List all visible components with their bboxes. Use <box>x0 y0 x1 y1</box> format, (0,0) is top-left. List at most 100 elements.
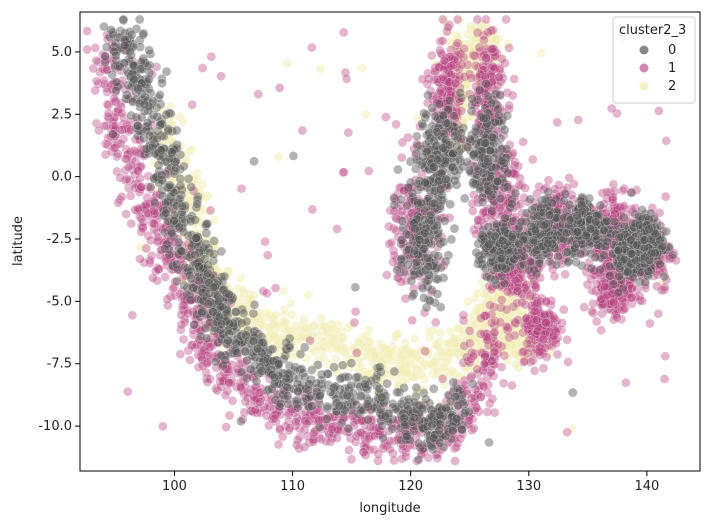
data-point-cluster-1 <box>524 335 535 345</box>
data-point-cluster-1 <box>450 456 460 466</box>
data-point-cluster-1 <box>472 14 483 25</box>
data-point-cluster-2 <box>178 221 189 231</box>
data-point-cluster-0 <box>145 182 156 192</box>
data-point-cluster-1 <box>467 198 478 209</box>
data-point-cluster-0 <box>241 316 252 327</box>
data-point-cluster-0 <box>153 126 163 136</box>
data-point-cluster-1 <box>88 63 98 74</box>
data-point-cluster-1 <box>488 62 499 72</box>
data-point-cluster-1 <box>455 433 466 444</box>
data-point-cluster-1 <box>224 410 235 421</box>
data-point-cluster-1 <box>653 308 664 319</box>
data-point-cluster-0 <box>135 64 146 74</box>
data-point-cluster-2 <box>265 344 275 355</box>
data-point-cluster-1 <box>389 455 399 466</box>
data-point-cluster-2 <box>385 348 395 358</box>
data-point-cluster-1 <box>420 346 430 357</box>
data-point-cluster-0 <box>108 129 118 140</box>
data-point-cluster-1 <box>102 87 112 97</box>
data-point-cluster-1 <box>487 44 497 55</box>
data-point-cluster-1 <box>582 279 593 290</box>
data-point-cluster-0 <box>219 271 230 282</box>
data-point-cluster-0 <box>161 208 171 218</box>
data-point-cluster-1 <box>501 14 511 25</box>
data-point-cluster-0 <box>121 90 132 100</box>
data-point-cluster-0 <box>179 161 189 172</box>
data-point-cluster-1 <box>346 454 357 465</box>
data-point-cluster-2 <box>223 266 233 276</box>
data-point-cluster-2 <box>187 144 197 155</box>
data-point-cluster-1 <box>123 162 134 172</box>
data-point-cluster-1 <box>269 413 280 424</box>
data-point-cluster-2 <box>151 145 161 156</box>
data-point-cluster-1 <box>307 204 318 215</box>
data-point-cluster-1 <box>563 357 573 367</box>
data-point-cluster-1 <box>308 436 319 447</box>
data-point-cluster-1 <box>364 166 374 176</box>
data-point-cluster-1 <box>660 351 671 362</box>
data-point-cluster-1 <box>116 191 127 202</box>
data-point-cluster-2 <box>169 172 180 182</box>
data-point-cluster-0 <box>201 333 212 344</box>
data-point-cluster-2 <box>170 148 181 159</box>
data-point-cluster-1 <box>602 187 612 197</box>
data-point-cluster-1 <box>541 296 552 307</box>
data-point-cluster-0 <box>164 249 175 260</box>
data-point-cluster-1 <box>254 388 265 398</box>
data-point-cluster-1 <box>459 43 469 54</box>
data-point-cluster-2 <box>309 347 320 357</box>
data-point-cluster-1 <box>350 306 361 317</box>
data-point-cluster-2 <box>206 274 217 284</box>
data-point-cluster-1 <box>507 90 518 101</box>
data-point-cluster-0 <box>201 228 212 238</box>
data-point-cluster-1 <box>126 218 136 229</box>
data-point-cluster-2 <box>183 238 194 249</box>
data-point-cluster-0 <box>169 216 179 226</box>
data-point-cluster-1 <box>116 108 127 118</box>
data-point-cluster-0 <box>157 78 167 89</box>
data-point-cluster-2 <box>185 196 195 206</box>
data-point-cluster-1 <box>653 106 664 116</box>
data-point-cluster-1 <box>562 334 573 345</box>
data-point-cluster-1 <box>136 213 147 224</box>
data-point-cluster-0 <box>155 90 165 100</box>
data-point-cluster-2 <box>279 349 289 360</box>
data-point-cluster-1 <box>437 35 448 46</box>
data-point-cluster-1 <box>534 346 545 357</box>
data-point-cluster-1 <box>495 317 506 328</box>
data-point-cluster-0 <box>194 261 204 272</box>
data-point-cluster-0 <box>248 336 259 346</box>
data-point-cluster-2 <box>254 339 264 349</box>
data-point-cluster-2 <box>278 286 289 297</box>
data-point-cluster-1 <box>481 14 491 25</box>
data-point-cluster-1 <box>479 381 489 392</box>
data-point-cluster-0 <box>100 51 110 62</box>
data-point-cluster-1 <box>274 83 285 93</box>
data-point-cluster-1 <box>466 73 477 83</box>
data-point-cluster-1 <box>378 443 388 454</box>
data-point-cluster-1 <box>482 407 493 417</box>
data-point-cluster-1 <box>573 115 584 125</box>
data-point-cluster-1 <box>518 346 529 357</box>
data-point-cluster-0 <box>144 74 154 85</box>
data-point-cluster-1 <box>176 319 187 330</box>
data-point-cluster-2 <box>282 58 293 69</box>
data-point-cluster-0 <box>203 268 213 279</box>
data-point-cluster-0 <box>164 153 175 164</box>
data-point-cluster-1 <box>591 279 602 290</box>
data-point-cluster-1 <box>464 326 475 336</box>
data-point-cluster-1 <box>513 315 523 325</box>
data-point-cluster-2 <box>192 214 203 225</box>
data-point-cluster-2 <box>236 347 246 358</box>
data-point-cluster-0 <box>189 320 199 330</box>
data-point-cluster-1 <box>501 304 512 315</box>
data-point-cluster-1 <box>253 89 264 99</box>
data-point-cluster-1 <box>299 442 310 452</box>
data-point-cluster-0 <box>164 180 175 190</box>
data-point-cluster-0 <box>150 198 160 208</box>
data-point-cluster-1 <box>306 42 317 53</box>
data-point-cluster-2 <box>175 112 185 122</box>
data-point-cluster-1 <box>435 85 446 96</box>
data-point-cluster-1 <box>391 119 401 130</box>
